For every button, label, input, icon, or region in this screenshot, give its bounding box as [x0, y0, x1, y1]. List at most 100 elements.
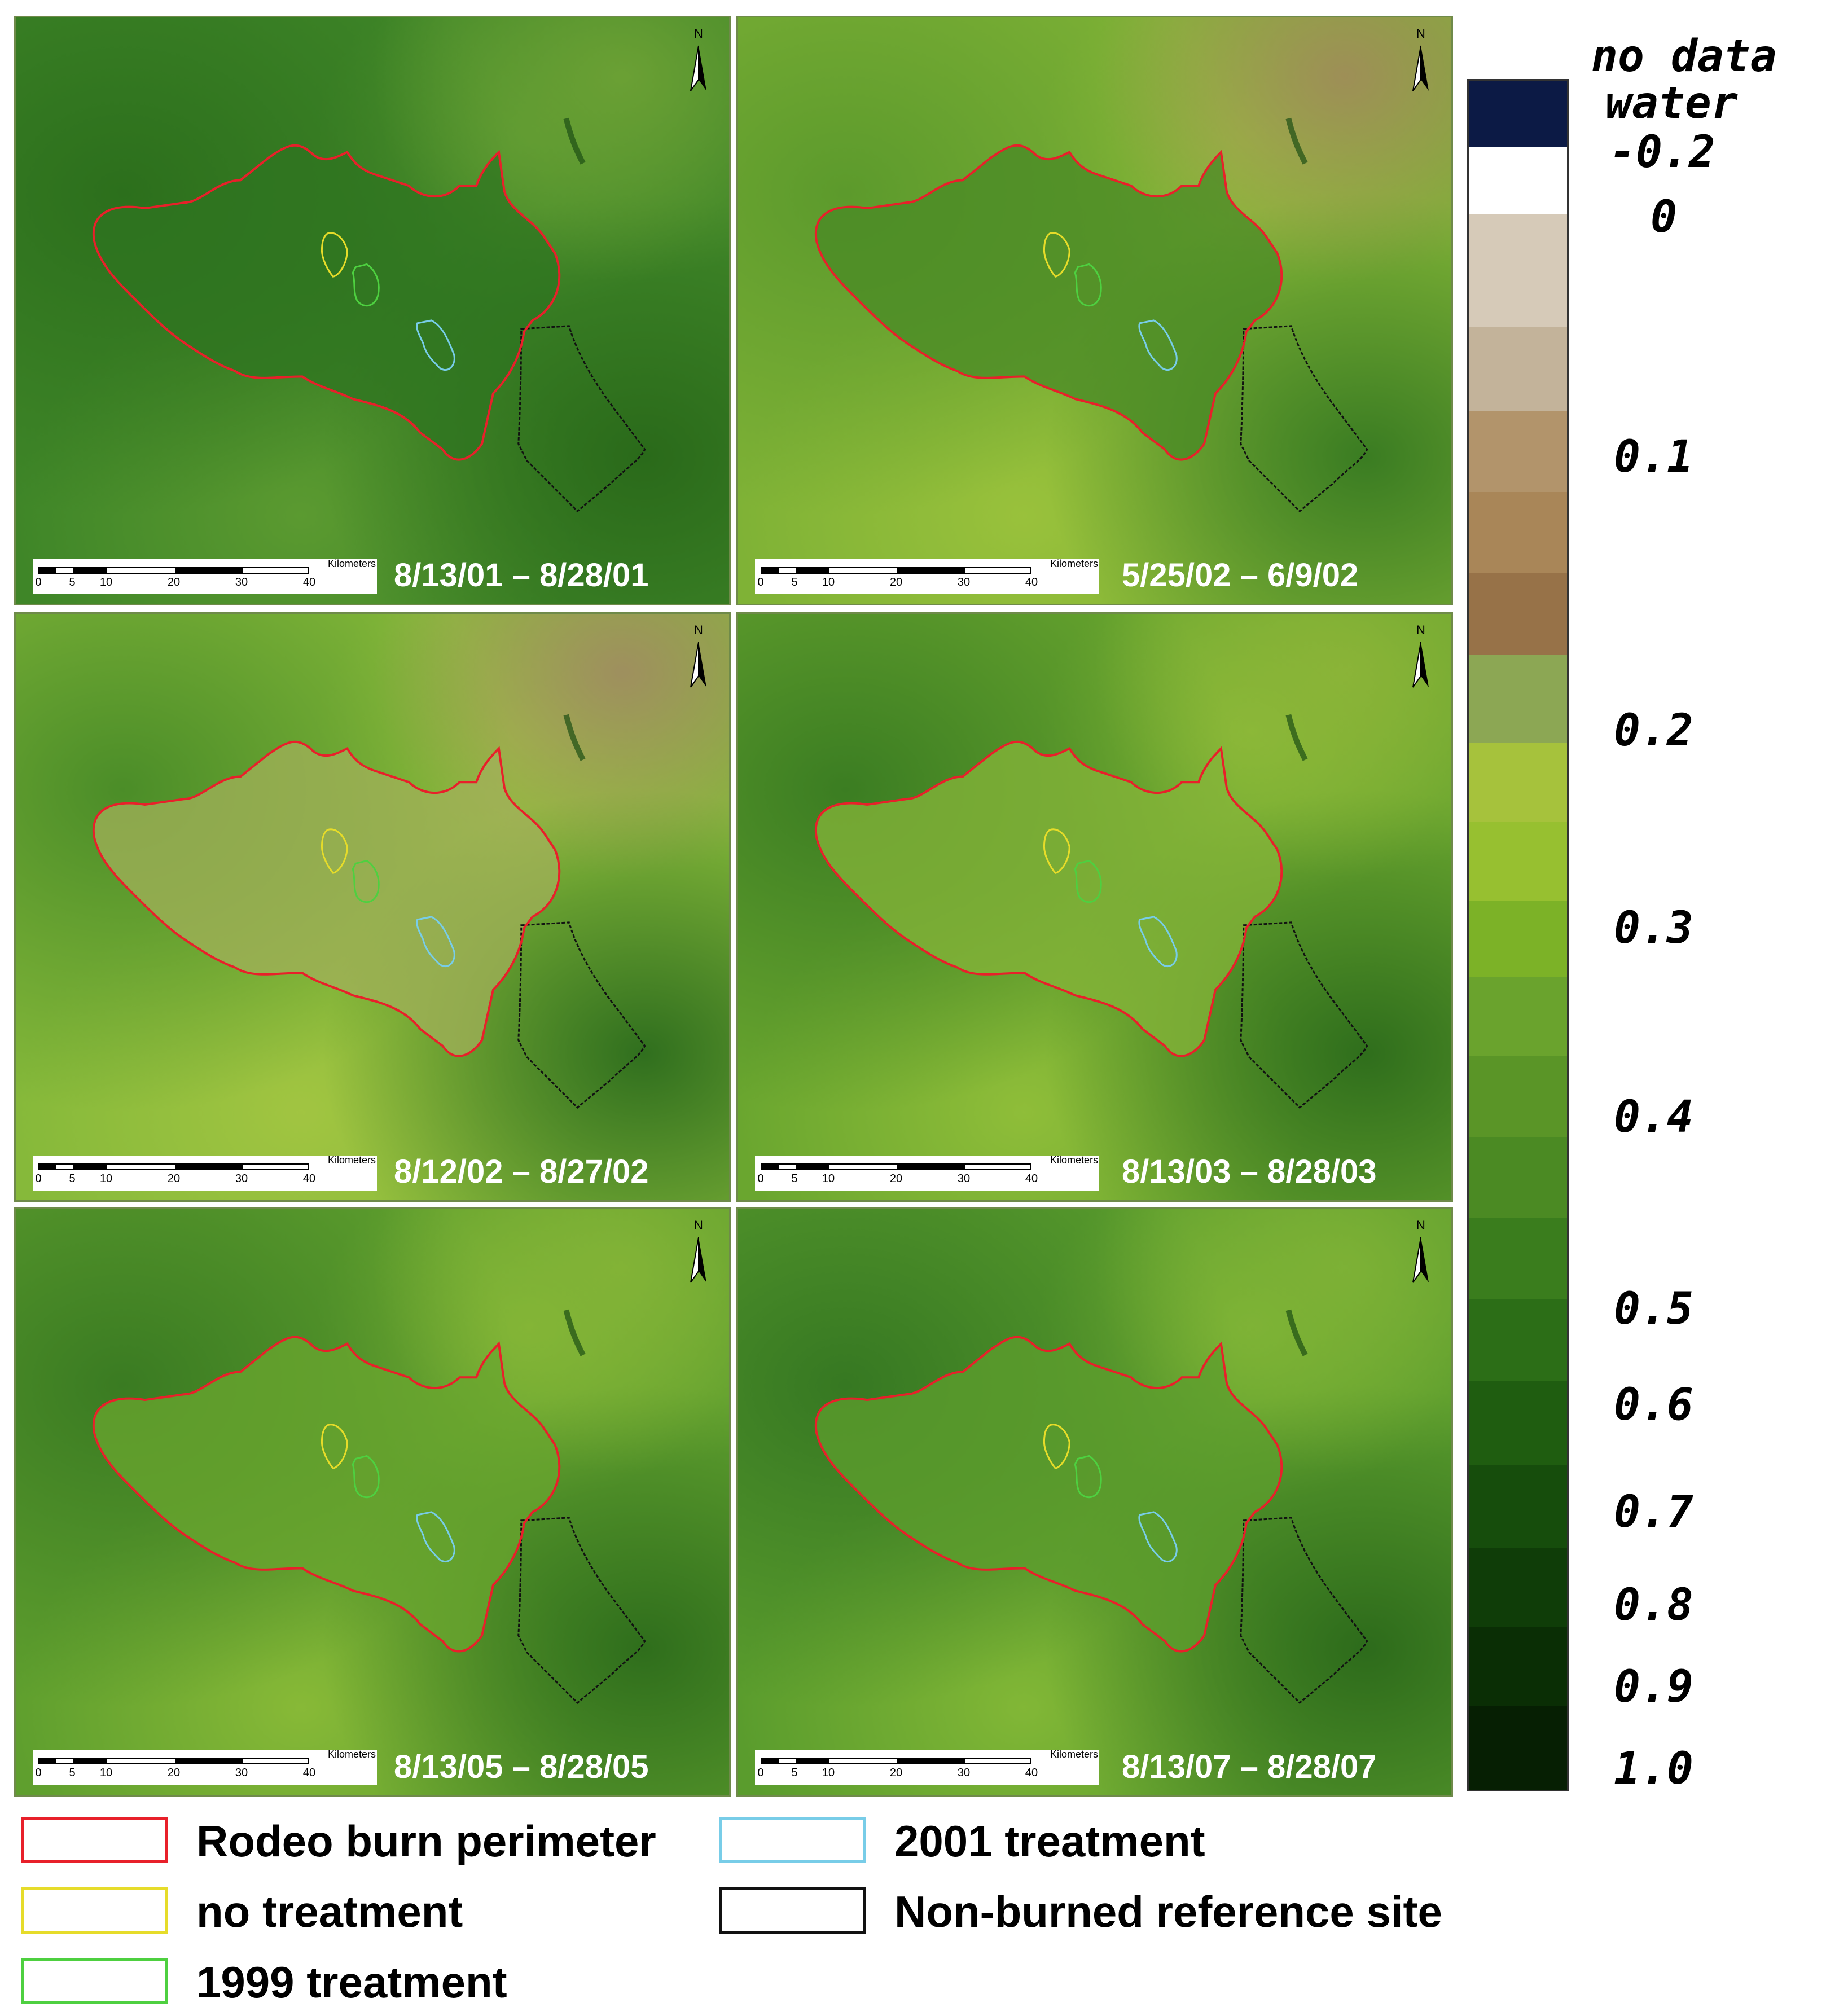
colorbar-label-10: 1.0 — [1614, 1743, 1693, 1794]
no-treatment-outline — [321, 1424, 348, 1469]
reference-site-outline — [1240, 1517, 1368, 1704]
legend-label-2001-treatment: 2001 treatment — [894, 1816, 1205, 1866]
colorbar-label-05: 0.5 — [1614, 1284, 1693, 1334]
panel-date-label: 5/25/02 – 6/9/02 — [1122, 557, 1359, 594]
scale-tick-label: 10 — [822, 1172, 835, 1185]
scale-tick-label: 20 — [889, 1767, 903, 1779]
scale-tick-label: 10 — [822, 1767, 835, 1779]
ndvi-map-image — [738, 17, 1451, 604]
scale-bar-segments — [38, 567, 309, 574]
north-arrow-icon: N — [1404, 1218, 1438, 1288]
scale-tick-label: 20 — [889, 576, 903, 588]
scale-tick-label: 30 — [957, 1172, 971, 1185]
north-arrow-icon: N — [1404, 623, 1438, 693]
no-treatment-outline — [321, 232, 348, 278]
treatment-1999-outline — [352, 263, 380, 307]
colorbar-block — [1469, 1627, 1567, 1707]
north-arrow-glyph — [690, 642, 706, 688]
treatment-2001-outline — [1138, 1511, 1178, 1563]
ndvi-map-image — [16, 614, 729, 1200]
map-panel-3: N Kilometers 0 5 10 20 30 40 8/12/02 – 8/27/02 — [14, 612, 731, 1202]
scale-tick-label: 20 — [167, 576, 181, 588]
scale-unit-label: Kilometers — [327, 1154, 376, 1166]
burn-perimeter-outline — [92, 740, 561, 1057]
north-arrow-label: N — [1416, 623, 1425, 637]
scale-bar: Kilometers 0 5 10 20 30 40 — [33, 558, 377, 594]
scale-tick-label: 40 — [1025, 1172, 1038, 1185]
ndvi-colorbar — [1467, 79, 1569, 1791]
scale-bar-segments — [761, 567, 1031, 574]
colorbar-block — [1469, 1706, 1567, 1790]
north-arrow-label: N — [1416, 27, 1425, 41]
north-arrow-icon: N — [682, 27, 716, 96]
map-panel-2: N Kilometers 0 5 10 20 30 40 5/25/02 – 6/9/02 — [736, 16, 1453, 605]
no-treatment-outline — [1043, 232, 1070, 278]
scale-tick-label: 0 — [757, 576, 764, 588]
treatment-2001-outline — [416, 916, 455, 968]
scale-tick-label: 0 — [35, 1767, 42, 1779]
colorbar-label-08: 0.8 — [1614, 1580, 1693, 1631]
treatment-2001-outline — [416, 1511, 455, 1563]
treatment-2001-outline — [1138, 916, 1178, 968]
scale-tick-label: 10 — [99, 1172, 113, 1185]
reference-site-outline — [1240, 325, 1368, 512]
colorbar-block — [1469, 1299, 1567, 1382]
panel-date-label: 8/12/02 – 8/27/02 — [394, 1153, 649, 1190]
treatment-1999-outline — [1074, 263, 1102, 307]
reference-site-outline — [1240, 921, 1368, 1109]
north-arrow-label: N — [694, 623, 703, 637]
legend-swatch-1999-treatment — [21, 1958, 168, 2004]
colorbar-block — [1469, 410, 1567, 493]
treatment-1999-outline — [1074, 859, 1102, 903]
panel-date-label: 8/13/07 – 8/28/07 — [1122, 1749, 1377, 1785]
north-arrow-glyph — [690, 45, 706, 91]
burn-perimeter-outline — [814, 740, 1283, 1057]
scale-tick-label: 40 — [302, 1767, 316, 1779]
colorbar-block — [1469, 822, 1567, 902]
scale-tick-label: 0 — [757, 1767, 764, 1779]
scale-tick-label: 5 — [791, 1767, 798, 1779]
map-panel-6: N Kilometers 0 5 10 20 30 40 8/13/07 – 8/28/07 — [736, 1207, 1453, 1797]
panel-date-label: 8/13/05 – 8/28/05 — [394, 1749, 649, 1785]
burn-perimeter-outline — [92, 1336, 561, 1653]
colorbar-block — [1469, 1464, 1567, 1549]
scale-bar-segments — [761, 1163, 1031, 1170]
burn-perimeter-outline — [92, 144, 561, 461]
panel-date-label: 8/13/03 – 8/28/03 — [1122, 1153, 1377, 1190]
north-arrow-icon: N — [1404, 27, 1438, 96]
colorbar-label-07: 0.7 — [1614, 1487, 1693, 1538]
burn-perimeter-outline — [814, 1336, 1283, 1653]
scale-tick-label: 5 — [791, 576, 798, 588]
no-treatment-outline — [1043, 1424, 1070, 1469]
treatment-2001-outline — [1138, 319, 1178, 371]
colorbar-block — [1469, 1381, 1567, 1465]
scale-tick-label: 20 — [889, 1172, 903, 1185]
treatment-1999-outline — [1074, 1455, 1102, 1499]
colorbar-label-no-data: no data — [1591, 31, 1777, 82]
legend-label-reference-site: Non-burned reference site — [894, 1887, 1442, 1936]
scale-unit-label: Kilometers — [1050, 1154, 1098, 1166]
scale-unit-label: Kilometers — [327, 558, 376, 569]
north-arrow-label: N — [694, 1218, 703, 1232]
scale-bar: Kilometers 0 5 10 20 30 40 — [755, 1749, 1099, 1785]
scale-tick-label: 30 — [235, 1172, 248, 1185]
reference-site-outline — [517, 1517, 646, 1704]
scale-tick-label: 30 — [957, 576, 971, 588]
scale-bar: Kilometers 0 5 10 20 30 40 — [33, 1749, 377, 1785]
scale-tick-label: 40 — [1025, 576, 1038, 588]
map-panel-1: N Kilometers 0 5 10 20 30 40 8/13/01 – 8/28/01 — [14, 16, 731, 605]
reference-site-outline — [517, 921, 646, 1109]
no-treatment-outline — [321, 828, 348, 874]
scale-tick-label: 5 — [69, 1767, 76, 1779]
scale-bar-segments — [38, 1758, 309, 1764]
ndvi-map-image — [16, 17, 729, 604]
scale-tick-label: 20 — [167, 1767, 181, 1779]
panel-date-label: 8/13/01 – 8/28/01 — [394, 557, 649, 594]
colorbar-label-0: 0 — [1651, 192, 1677, 243]
colorbar-label-09: 0.9 — [1614, 1662, 1693, 1712]
scale-tick-label: 30 — [957, 1767, 971, 1779]
north-arrow-label: N — [694, 27, 703, 41]
colorbar-block — [1469, 977, 1567, 1057]
colorbar-label-06: 0.6 — [1614, 1380, 1693, 1430]
scale-unit-label: Kilometers — [327, 1749, 376, 1760]
